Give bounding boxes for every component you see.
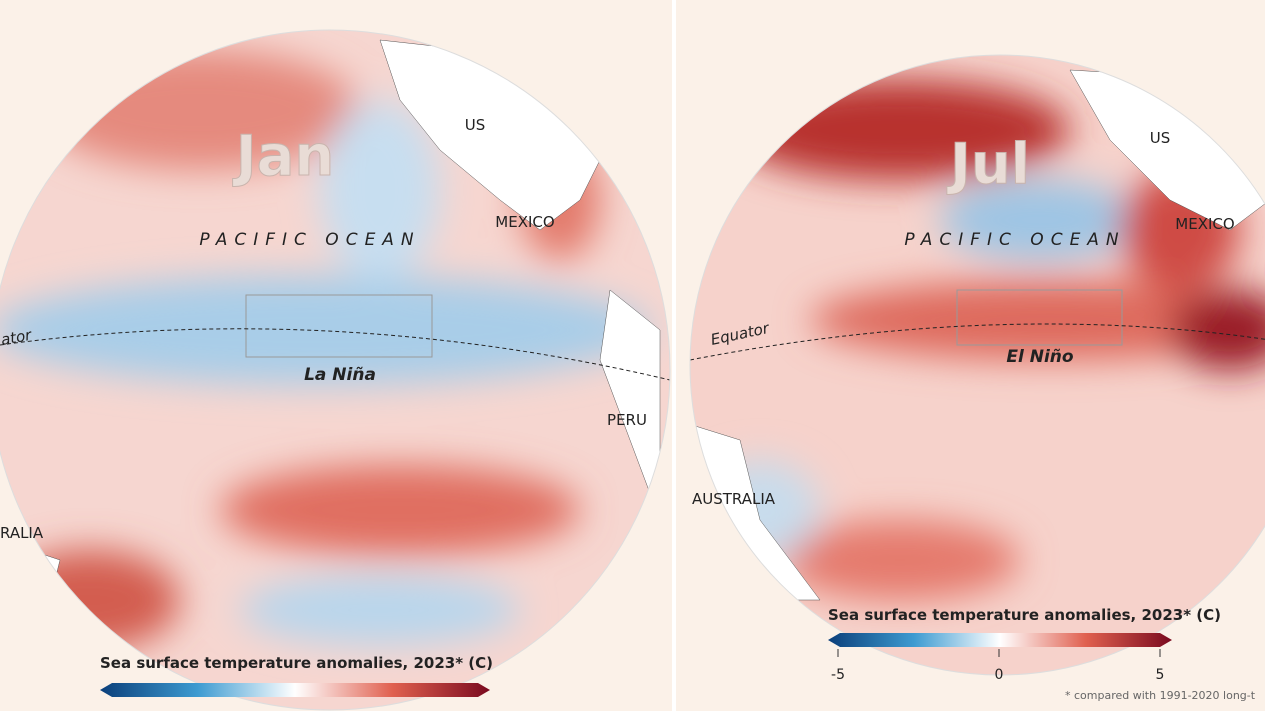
footnote: * compared with 1991-2020 long-t xyxy=(1065,689,1256,702)
colorbar-title: Sea surface temperature anomalies, 2023*… xyxy=(828,606,1221,624)
region-label: El Niño xyxy=(1006,347,1074,367)
place-label: AUSTRALIA xyxy=(692,490,776,508)
place-label: MEXICO xyxy=(1175,215,1234,233)
colorbar xyxy=(100,683,490,697)
month-label: Jul xyxy=(946,132,1030,197)
globe-outline xyxy=(689,54,1265,676)
globe-jul xyxy=(690,55,1265,675)
place-label: RALIA xyxy=(0,524,44,542)
colorbar-title: Sea surface temperature anomalies, 2023*… xyxy=(100,654,493,672)
equator-label: ator xyxy=(0,326,33,349)
tick-label: 5 xyxy=(1156,667,1165,683)
ocean-label: PACIFIC OCEAN xyxy=(904,230,1125,250)
divider xyxy=(672,0,676,711)
month-label: Jan xyxy=(232,124,335,189)
place-label: US xyxy=(465,116,486,134)
place-label: PERU xyxy=(607,411,647,429)
ocean-label: PACIFIC OCEAN xyxy=(199,230,420,250)
place-label: MEXICO xyxy=(495,213,554,231)
globe-outline xyxy=(0,29,671,711)
tick-label: 0 xyxy=(995,667,1004,683)
colorbar-ticks: -5 0 5 xyxy=(831,649,1164,683)
region-label: La Niña xyxy=(304,365,376,385)
place-label: US xyxy=(1150,129,1171,147)
tick-label: -5 xyxy=(831,667,845,683)
colorbar xyxy=(828,633,1172,647)
